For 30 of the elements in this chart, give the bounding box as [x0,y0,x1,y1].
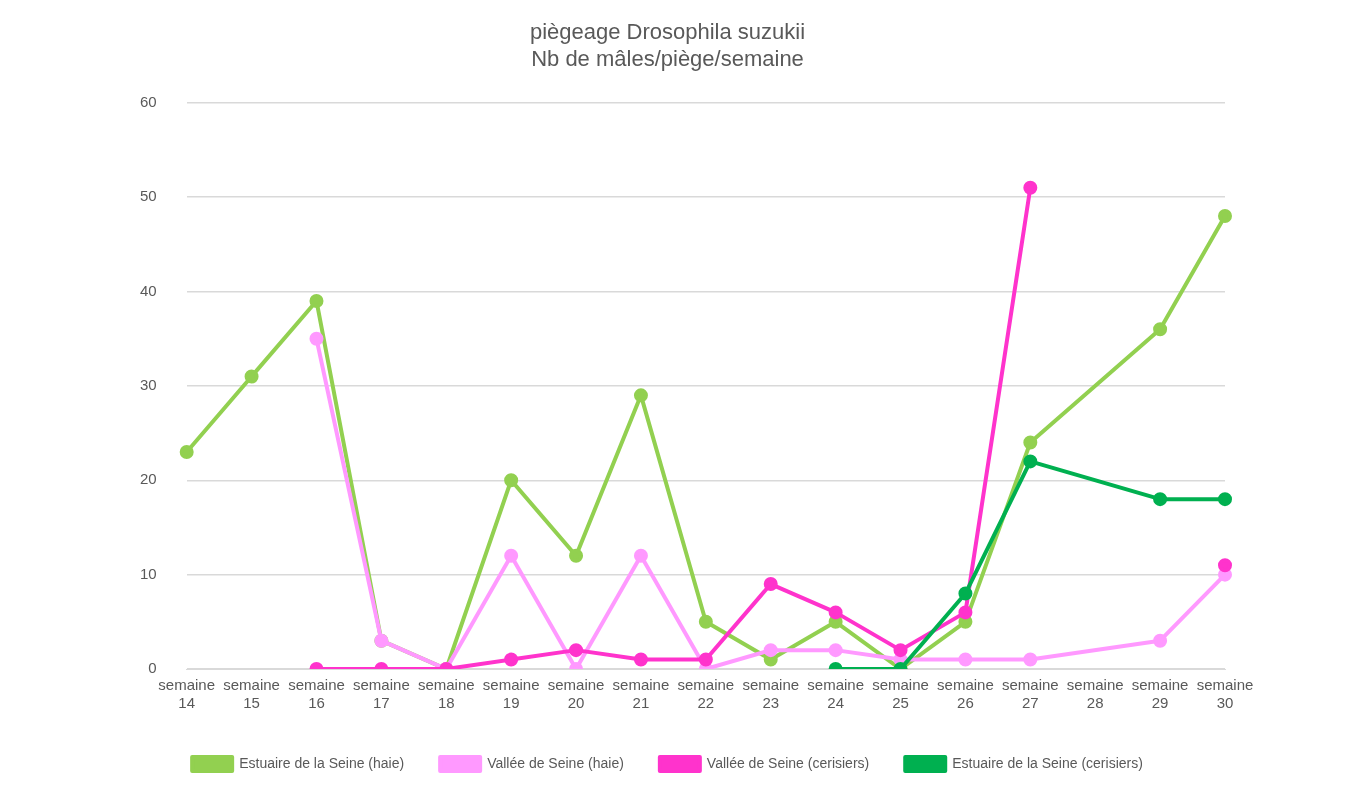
legend-label: Estuaire de la Seine (cerisiers) [952,754,1143,771]
x-tick-label: semaine 23 [742,676,800,712]
x-tick-label: semaine 18 [417,676,475,712]
y-tick-label: 60 [140,92,157,110]
x-tick-label: semaine 14 [158,676,216,712]
x-tick-label: semaine 20 [547,676,605,712]
x-tick-label: semaine 25 [872,676,929,712]
legend-label: Vallée de Seine (cerisiers) [706,754,870,771]
x-tick-label: semaine 30 [1196,676,1254,712]
y-tick-label: 50 [140,187,157,205]
x-tick-label: semaine 15 [223,676,280,712]
x-tick-label: semaine 17 [353,676,410,712]
legend-label: Estuaire de la Seine (haie) [239,754,405,771]
legend-label: Vallée de Seine (haie) [487,754,624,771]
y-tick-label: 40 [140,281,157,299]
chart-title: piègeage Drosophila suzukii [529,19,806,45]
x-tick-label: semaine 22 [677,676,735,712]
x-tick-label: semaine 26 [937,676,994,712]
x-tick-label: semaine 19 [482,676,540,712]
chart-subtitle: Nb de mâles/piège/semaine [531,45,804,71]
x-tick-label: semaine 29 [1131,676,1189,712]
y-tick-label: 10 [140,564,157,582]
x-tick-label: semaine 28 [1066,676,1124,712]
x-tick-label: semaine 24 [807,676,864,712]
y-tick-label: 20 [140,470,157,488]
x-tick-label: semaine 21 [612,676,670,712]
x-tick-label: semaine 16 [288,676,345,712]
x-tick-label: semaine 27 [1001,676,1059,712]
y-tick-label: 0 [148,659,157,677]
y-tick-label: 30 [140,376,157,394]
